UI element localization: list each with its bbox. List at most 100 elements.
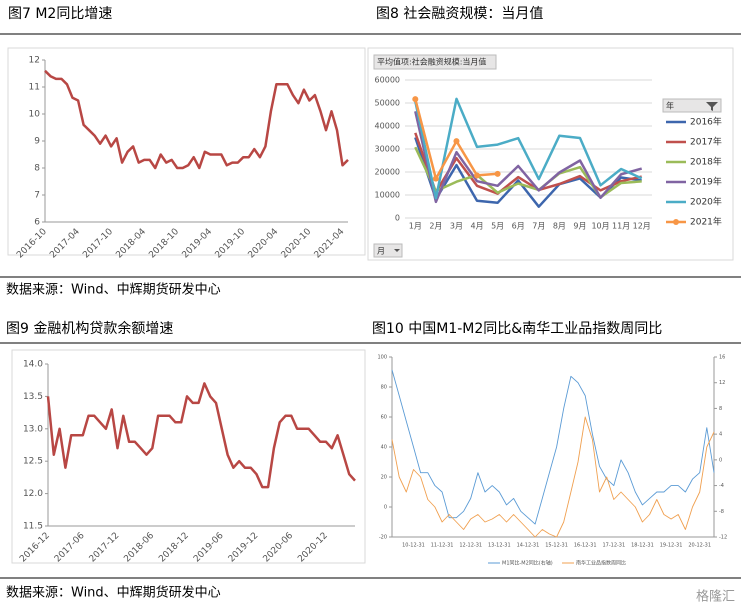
point-marker <box>432 175 439 182</box>
chart-title: 图10 中国M1-M2同比&南华工业品指数周同比 <box>372 321 662 337</box>
y2-tick-label: -8 <box>719 509 724 515</box>
y-tick-label: 11.5 <box>23 522 43 532</box>
legend-label: 2016年 <box>690 116 722 128</box>
x-tick-label: 5月 <box>491 222 504 231</box>
y-tick-label: 9 <box>34 137 40 147</box>
point-marker <box>412 96 419 103</box>
x-tick-label: 12-12-31 <box>459 543 482 549</box>
y-tick-label: 11 <box>29 83 40 93</box>
y-tick-label: 40 <box>381 445 387 451</box>
y-tick-label: 10 <box>29 110 41 120</box>
point-marker <box>474 172 481 179</box>
x-tick-label: 10-12-31 <box>402 543 425 549</box>
x-tick-label: 10月 <box>591 222 609 231</box>
x-tick-label: 4月 <box>470 222 483 231</box>
x-tick-label: 1月 <box>409 222 422 231</box>
series-line <box>46 382 356 489</box>
y-tick-label: 6 <box>34 218 40 228</box>
y-tick-label: 10000 <box>375 191 400 200</box>
x-tick-label: 13-12-31 <box>488 543 511 549</box>
source-note: 数据来源：Wind、中辉期货研发中心 <box>6 585 221 601</box>
series-line <box>391 416 715 538</box>
filter-icon <box>706 102 718 111</box>
y2-tick-label: 12 <box>719 380 725 386</box>
y-tick-label: 12.5 <box>23 457 43 467</box>
x-tick-label: 14-12-31 <box>517 543 540 549</box>
x-tick-label: 15-12-31 <box>545 543 568 549</box>
watermark: 格隆汇 <box>696 589 735 605</box>
x-tick-label: 2月 <box>429 222 442 231</box>
series-line <box>414 97 643 200</box>
point-marker <box>453 138 460 145</box>
legend-label: 2019年 <box>690 176 722 188</box>
legend-label: 2018年 <box>690 156 722 168</box>
y2-tick-label: 0 <box>719 457 722 463</box>
chart-frame <box>367 47 734 261</box>
x-tick-label: 6月 <box>512 222 525 231</box>
x-tick-label: 2018-06 <box>122 531 156 565</box>
legend-marker <box>673 219 679 225</box>
chart-title: 图9 金融机构贷款余额增速 <box>6 320 173 337</box>
y-tick-label: 20 <box>381 475 387 481</box>
y-tick-label: 40000 <box>375 122 400 131</box>
x-tick-label: 16-12-31 <box>574 543 597 549</box>
legend-label: M1同比-M2同比(右轴) <box>502 560 553 567</box>
y-tick-label: 7 <box>34 191 40 201</box>
y-tick-label: 50000 <box>375 99 400 108</box>
x-tick-label: 2016-12 <box>18 531 52 565</box>
y-tick-label: 80 <box>381 385 387 391</box>
x-tick-label: 20-12-31 <box>688 543 711 549</box>
series-line <box>414 132 642 195</box>
legend-label: 2021年 <box>690 216 722 228</box>
x-tick-label: 2017-12 <box>88 531 122 565</box>
y-tick-label: 30000 <box>375 145 400 154</box>
y-tick-label: 60 <box>381 415 387 421</box>
x-tick-label: 2019-06 <box>192 531 226 565</box>
legend-label: 南华工业品指数周同比 <box>576 560 626 567</box>
x-tick-label: 2020-12 <box>296 531 330 565</box>
x-tick-label: 2018-12 <box>157 531 191 565</box>
y2-tick-label: -12 <box>719 535 727 541</box>
field-button <box>373 243 403 258</box>
y-tick-label: -20 <box>379 535 387 541</box>
chart-frame <box>7 47 366 256</box>
x-tick-label: 11月 <box>612 222 630 231</box>
y2-tick-label: -4 <box>719 483 724 489</box>
x-field-label: 月 <box>377 247 385 256</box>
y-tick-label: 0 <box>395 214 400 223</box>
x-tick-label: 18-12-31 <box>631 543 654 549</box>
y-tick-label: 14.0 <box>23 360 43 370</box>
series-line <box>414 111 643 204</box>
y2-tick-label: 16 <box>719 355 725 361</box>
y2-tick-label: 4 <box>719 432 722 438</box>
y-tick-label: 12 <box>29 56 40 66</box>
legend-label: 2017年 <box>690 136 722 148</box>
x-tick-label: 12月 <box>633 222 651 231</box>
point-marker <box>494 170 501 177</box>
series-line <box>391 369 715 525</box>
source-note: 数据来源：Wind、中辉期货研发中心 <box>6 282 221 298</box>
y-tick-label: 12.0 <box>23 489 43 499</box>
chart-title: 图8 社会融资规模：当月值 <box>376 6 543 22</box>
x-tick-label: 19-12-31 <box>660 543 683 549</box>
x-tick-label: 2020-06 <box>262 531 296 565</box>
x-tick-label: 7月 <box>532 222 545 231</box>
y-tick-label: 8 <box>34 164 40 174</box>
series-line <box>44 69 349 170</box>
x-tick-label: 2019-12 <box>227 531 261 565</box>
legend-title: 年 <box>666 101 674 111</box>
y-tick-label: 20000 <box>375 168 400 177</box>
x-tick-label: 11-12-31 <box>431 543 454 549</box>
x-tick-label: 17-12-31 <box>602 543 625 549</box>
y-tick-label: 13.0 <box>23 424 43 434</box>
field-label: 平均值项:社会融资规模:当月值 <box>377 57 486 67</box>
x-tick-label: 8月 <box>553 222 566 231</box>
x-tick-label: 9月 <box>573 222 586 231</box>
y-tick-label: 0 <box>384 505 387 511</box>
y-tick-label: 13.5 <box>23 392 43 402</box>
dropdown-icon <box>394 249 400 252</box>
chart-title: 图7 M2同比增速 <box>8 6 112 22</box>
chart-frame <box>11 349 366 564</box>
x-tick-label: 2017-06 <box>53 531 87 565</box>
